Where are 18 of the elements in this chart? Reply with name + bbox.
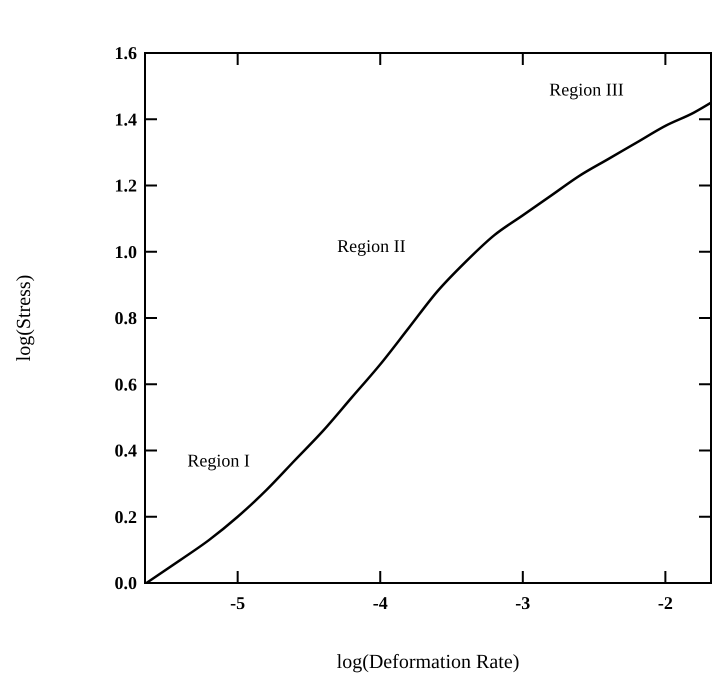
y-tick-label: 0.4 — [114, 440, 137, 460]
x-axis-title: log(Deformation Rate) — [336, 651, 520, 673]
y-tick-label: 0.0 — [114, 573, 137, 593]
y-tick-label: 1.4 — [114, 109, 137, 130]
annotation: Region III — [549, 79, 624, 100]
x-tick-label: -4 — [372, 593, 388, 613]
y-tick-label: 0.6 — [114, 374, 137, 394]
y-axis-title: log(Stress) — [13, 274, 35, 362]
y-tick-label: 1.2 — [114, 176, 137, 196]
annotation: Region II — [337, 236, 406, 256]
x-tick-label: -5 — [230, 593, 246, 613]
annotation: Region I — [187, 450, 250, 470]
y-tick-label: 1.0 — [114, 242, 137, 262]
y-tick-label: 0.2 — [114, 506, 137, 527]
x-tick-label: -3 — [515, 593, 530, 613]
x-tick-label: -2 — [658, 593, 673, 613]
y-tick-label: 1.6 — [114, 43, 137, 63]
y-tick-label: 0.8 — [114, 308, 137, 328]
